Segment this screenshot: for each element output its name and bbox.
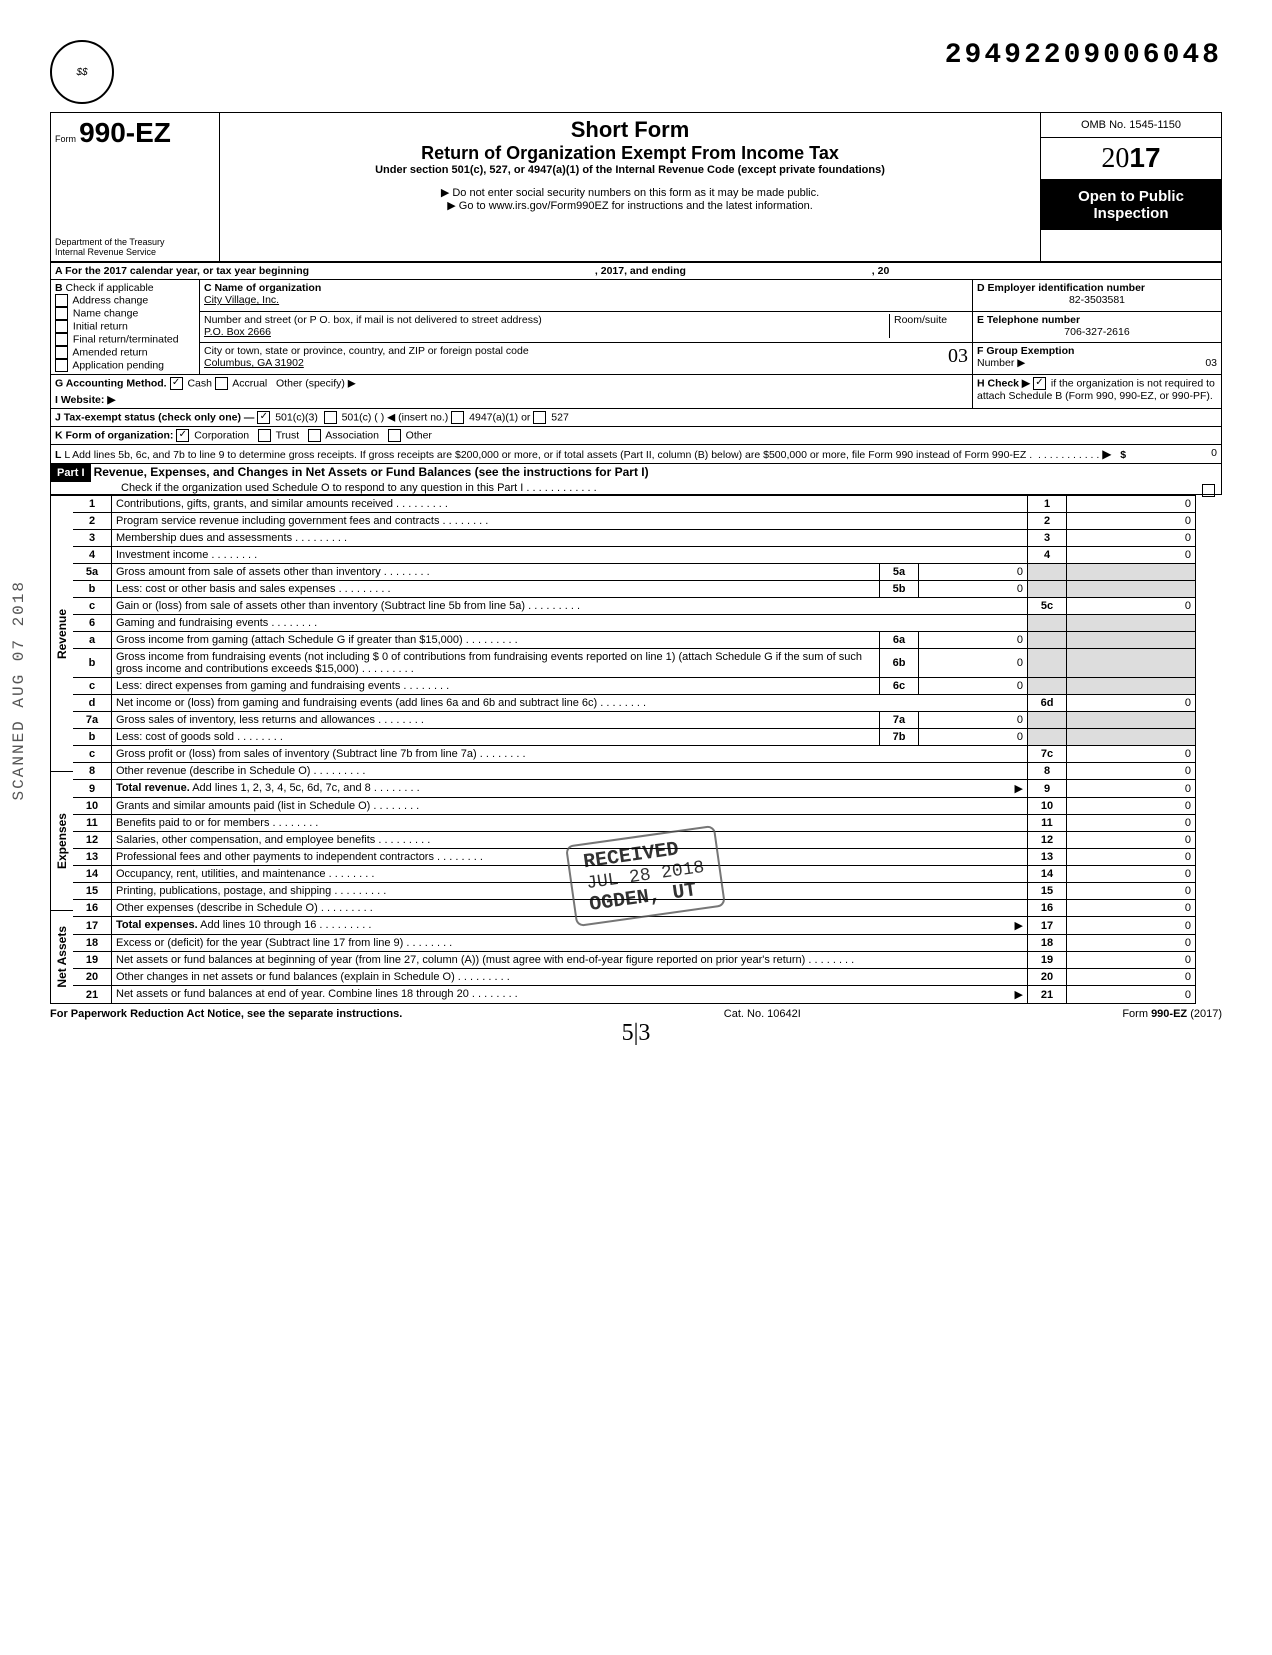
line-row: 7aGross sales of inventory, less returns… <box>73 712 1196 729</box>
form-header: Form 990-EZ Department of the Treasury I… <box>50 112 1222 262</box>
line-row: aGross income from gaming (attach Schedu… <box>73 632 1196 649</box>
schedule-b-checkbox[interactable]: ✓ <box>1033 377 1046 390</box>
line-row: 19Net assets or fund balances at beginni… <box>73 952 1196 969</box>
line-row: 2Program service revenue including gover… <box>73 513 1196 530</box>
open-to-public: Open to Public Inspection <box>1041 180 1221 230</box>
cash-checkbox[interactable]: ✓ <box>170 377 183 390</box>
501c3-checkbox[interactable]: ✓ <box>257 411 270 424</box>
check-b-item: Address change <box>55 294 195 307</box>
check-b-item: Initial return <box>55 320 195 333</box>
line-row: 5aGross amount from sale of assets other… <box>73 564 1196 581</box>
501c-checkbox[interactable] <box>324 411 337 424</box>
line-row: bLess: cost of goods sold . . . . . . . … <box>73 729 1196 746</box>
accrual-checkbox[interactable] <box>215 377 228 390</box>
part-i-checkbox[interactable] <box>1202 484 1215 497</box>
line-row: 14Occupancy, rent, utilities, and mainte… <box>73 866 1196 883</box>
527-checkbox[interactable] <box>533 411 546 424</box>
irs-label: Internal Revenue Service <box>55 247 215 257</box>
4947-checkbox[interactable] <box>451 411 464 424</box>
part-i-check-text: Check if the organization used Schedule … <box>51 482 523 494</box>
line-row: cLess: direct expenses from gaming and f… <box>73 678 1196 695</box>
return-title: Return of Organization Exempt From Incom… <box>224 143 1036 164</box>
line-row: 4Investment income . . . . . . . .40 <box>73 547 1196 564</box>
line-row: 18Excess or (deficit) for the year (Subt… <box>73 935 1196 952</box>
go-to-url: ▶ Go to www.irs.gov/Form990EZ for instru… <box>224 199 1036 212</box>
scanned-stamp: SCANNED AUG 07 2018 <box>10 580 28 800</box>
omb-number: OMB No. 1545-1150 <box>1041 113 1221 138</box>
line-row: 17Total expenses. Add lines 10 through 1… <box>73 917 1196 935</box>
line-row: 8Other revenue (describe in Schedule O) … <box>73 763 1196 780</box>
subtitle: Under section 501(c), 527, or 4947(a)(1)… <box>224 164 1036 176</box>
seal-icon: $$ <box>50 40 114 104</box>
line-row: 11Benefits paid to or for members . . . … <box>73 815 1196 832</box>
line-row: 10Grants and similar amounts paid (list … <box>73 798 1196 815</box>
part-i-label: Part I <box>51 464 91 482</box>
line-row: cGain or (loss) from sale of assets othe… <box>73 598 1196 615</box>
short-form-title: Short Form <box>224 117 1036 143</box>
other-org-checkbox[interactable] <box>388 429 401 442</box>
line-row: 13Professional fees and other payments t… <box>73 849 1196 866</box>
corp-checkbox[interactable]: ✓ <box>176 429 189 442</box>
line-row: 21Net assets or fund balances at end of … <box>73 986 1196 1004</box>
form-number: 990-EZ <box>79 117 171 148</box>
dept-label: Department of the Treasury <box>55 237 215 247</box>
line-row: 12Salaries, other compensation, and empl… <box>73 832 1196 849</box>
part-i-title: Revenue, Expenses, and Changes in Net As… <box>94 465 649 479</box>
lines-table: 1Contributions, gifts, grants, and simil… <box>73 495 1196 1004</box>
form-label: Form <box>55 134 76 144</box>
line-row: 1Contributions, gifts, grants, and simil… <box>73 496 1196 513</box>
check-b-item: Amended return <box>55 346 195 359</box>
line-row: 15Printing, publications, postage, and s… <box>73 883 1196 900</box>
line-row: 20Other changes in net assets or fund ba… <box>73 969 1196 986</box>
document-number: 29492209006048 <box>945 40 1222 71</box>
line-row: bGross income from fundraising events (n… <box>73 649 1196 678</box>
line-row: bLess: cost or other basis and sales exp… <box>73 581 1196 598</box>
handwritten-bottom: 5|3 <box>50 1020 1222 1047</box>
check-b-item: Name change <box>55 307 195 320</box>
tax-year: 2017 <box>1041 138 1221 180</box>
line-row: 9Total revenue. Add lines 1, 2, 3, 4, 5c… <box>73 780 1196 798</box>
revenue-label: Revenue <box>55 609 69 659</box>
expenses-label: Expenses <box>55 813 69 869</box>
handwritten-03: 03 <box>948 345 968 368</box>
assoc-checkbox[interactable] <box>308 429 321 442</box>
check-b-item: Final return/terminated <box>55 333 195 346</box>
line-row: 6Gaming and fundraising events . . . . .… <box>73 615 1196 632</box>
netassets-label: Net Assets <box>55 926 69 988</box>
trust-checkbox[interactable] <box>258 429 271 442</box>
line-row: 3Membership dues and assessments . . . .… <box>73 530 1196 547</box>
do-not-enter: ▶ Do not enter social security numbers o… <box>224 186 1036 199</box>
footer: For Paperwork Reduction Act Notice, see … <box>50 1008 1222 1020</box>
line-row: cGross profit or (loss) from sales of in… <box>73 746 1196 763</box>
line-row: dNet income or (loss) from gaming and fu… <box>73 695 1196 712</box>
header-info-table: A For the 2017 calendar year, or tax yea… <box>50 262 1222 464</box>
line-row: 16Other expenses (describe in Schedule O… <box>73 900 1196 917</box>
check-b-item: Application pending <box>55 359 195 372</box>
